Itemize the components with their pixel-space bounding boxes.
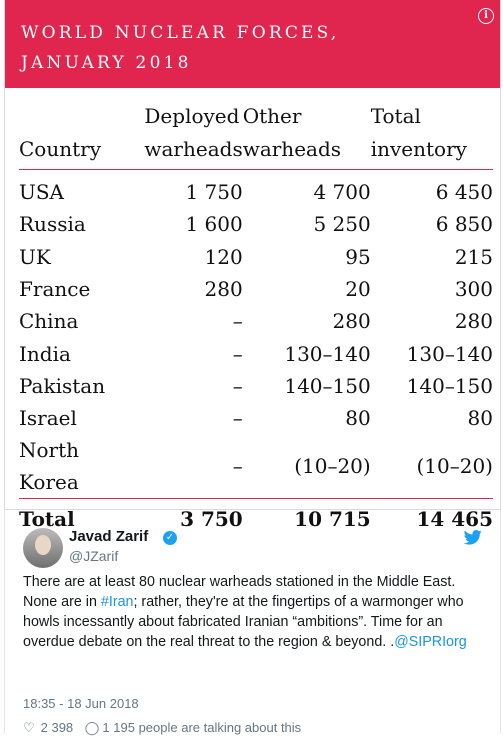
cell-deployed: 120 xyxy=(204,244,243,269)
total-other: 10 715 xyxy=(294,507,371,532)
cell-country: Russia xyxy=(19,212,86,237)
cell-total: 215 xyxy=(454,244,493,269)
table-row: Pakistan – 140–150 140–150 xyxy=(19,370,493,402)
cell-country: UK xyxy=(19,244,51,269)
tweet-text: There are at least 80 nuclear warheads s… xyxy=(23,574,467,650)
hashtag-link[interactable]: #Iran xyxy=(100,594,134,610)
cell-total: 6 450 xyxy=(435,180,493,205)
header-country: Country xyxy=(19,137,102,161)
table-row: UK 120 95 215 xyxy=(19,241,493,273)
cell-deployed: 1 600 xyxy=(185,212,243,237)
cell-deployed: – xyxy=(232,454,243,479)
cell-other: 80 xyxy=(345,406,371,431)
header-total: Total inventory xyxy=(370,104,467,161)
talking-count[interactable]: 1 195 people are talking about this xyxy=(102,720,302,735)
table-row: Russia 1 600 5 250 6 850 xyxy=(19,208,493,240)
cell-country: Israel xyxy=(19,406,77,431)
cell-deployed: – xyxy=(232,406,243,431)
embedded-tweet: Javad Zarif ✓ @JZarif There are at least… xyxy=(4,510,501,736)
heart-icon[interactable]: ♡ xyxy=(23,720,35,735)
table-row: Israel – 80 80 xyxy=(19,402,493,434)
cell-other: (10–20) xyxy=(294,454,371,479)
cell-other: 280 xyxy=(332,309,371,334)
header-deployed: Deployed warheads xyxy=(144,104,243,161)
cell-total: 140–150 xyxy=(406,373,493,398)
verified-badge-icon: ✓ xyxy=(163,531,177,545)
cell-country: USA xyxy=(19,180,64,205)
table-row: India – 130–140 130–140 xyxy=(19,337,493,369)
tweet-stats: ♡ 2 398 ◯ 1 195 people are talking about… xyxy=(23,720,301,736)
table-row: USA 1 750 4 700 6 450 xyxy=(19,170,493,209)
cell-deployed: – xyxy=(232,341,243,366)
cell-other: 4 700 xyxy=(313,180,371,205)
total-deployed: 3 750 xyxy=(180,507,243,532)
table-header-row: Country Deployed warheads Other warheads T… xyxy=(19,100,493,170)
author-handle[interactable]: @JZarif xyxy=(69,548,119,564)
title-line-2: JANUARY 2018 xyxy=(21,53,192,73)
total-label: Total xyxy=(19,507,75,532)
cell-country: France xyxy=(19,277,91,302)
cell-country: China xyxy=(19,309,79,334)
title-line-1: WORLD NUCLEAR FORCES, xyxy=(21,23,340,43)
cell-deployed: – xyxy=(232,373,243,398)
title-banner: WORLD NUCLEAR FORCES, JANUARY 2018 i xyxy=(5,0,500,88)
cell-country: North Korea xyxy=(19,438,80,495)
cell-deployed: 1 750 xyxy=(185,180,243,205)
cell-other: 5 250 xyxy=(313,212,371,237)
infographic-title: WORLD NUCLEAR FORCES, JANUARY 2018 xyxy=(21,18,340,78)
mention-link[interactable]: @SIPRIorg xyxy=(394,634,467,650)
author-name[interactable]: Javad Zarif xyxy=(69,528,149,545)
table-row: North Korea – (10–20) (10–20) xyxy=(19,434,493,499)
info-icon[interactable]: i xyxy=(478,8,494,24)
cell-country: Pakistan xyxy=(19,373,106,398)
cell-total: 130–140 xyxy=(406,341,493,366)
cell-other: 20 xyxy=(345,277,371,302)
cell-deployed: – xyxy=(232,309,243,334)
cell-other: 140–150 xyxy=(284,373,371,398)
like-count: 2 398 xyxy=(40,720,74,735)
cell-other: 95 xyxy=(345,244,371,269)
avatar[interactable] xyxy=(23,528,63,568)
warheads-table: Country Deployed warheads Other warheads T… xyxy=(19,100,493,537)
table-row: France 280 20 300 xyxy=(19,273,493,305)
cell-other: 130–140 xyxy=(284,341,371,366)
nuclear-forces-infographic: WORLD NUCLEAR FORCES, JANUARY 2018 i Cou… xyxy=(4,0,501,531)
header-other: Other warheads xyxy=(242,104,342,161)
cell-total: 280 xyxy=(454,309,493,334)
cell-total: 80 xyxy=(467,406,493,431)
cell-total: 300 xyxy=(454,277,493,302)
tweet-timestamp[interactable]: 18:35 - 18 Jun 2018 xyxy=(23,696,139,711)
cell-deployed: 280 xyxy=(204,277,243,302)
comment-icon[interactable]: ◯ xyxy=(84,720,100,735)
twitter-bird-icon[interactable] xyxy=(463,530,482,550)
total-row: Total 3 750 10 715 14 465 xyxy=(19,498,493,538)
cell-total: (10–20) xyxy=(416,454,493,479)
table-row: China – 280 280 xyxy=(19,305,493,337)
total-inventory: 14 465 xyxy=(416,507,493,532)
cell-total: 6 850 xyxy=(435,212,493,237)
cell-country: India xyxy=(19,341,71,366)
